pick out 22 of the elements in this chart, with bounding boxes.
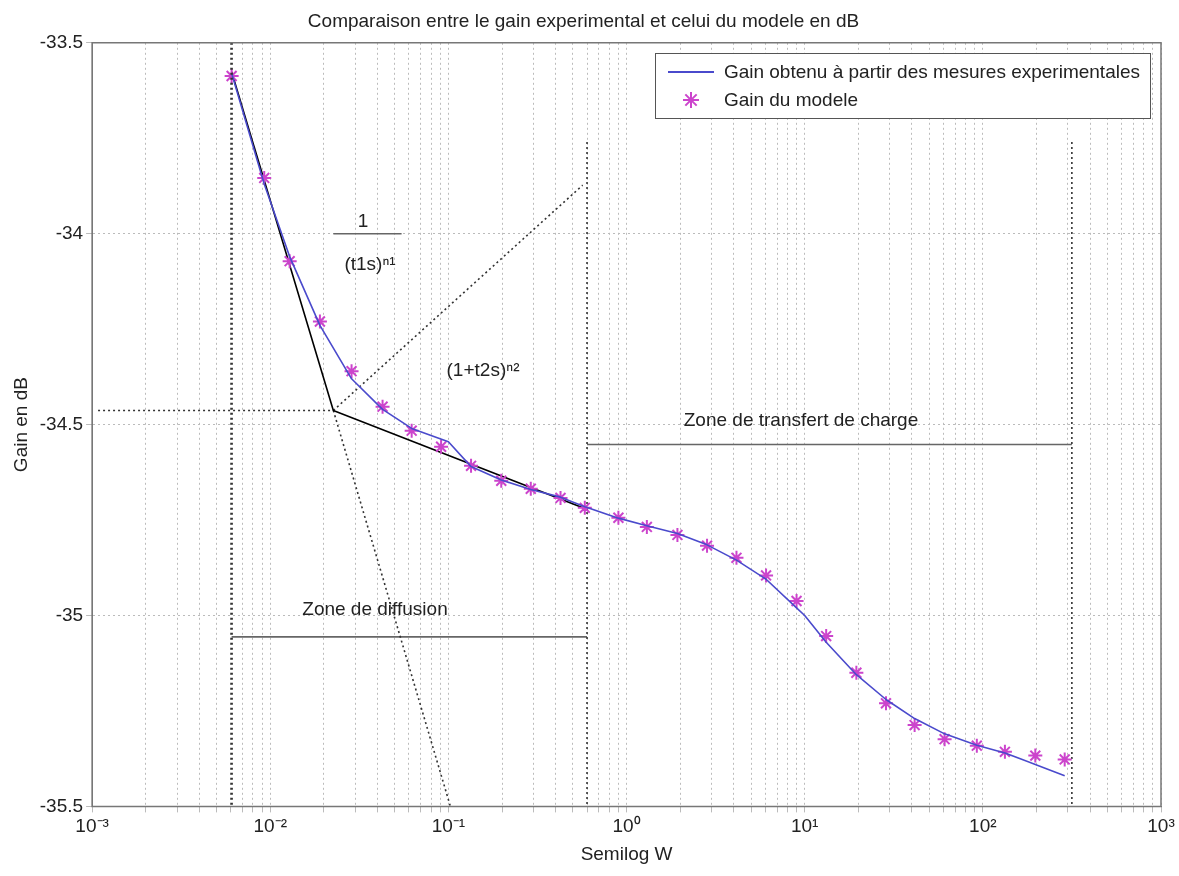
annotation: Zone de diffusion [302, 598, 448, 620]
x-axis-title: Semilog W [580, 842, 673, 864]
y-tick-label: -35.5 [39, 794, 84, 816]
y-tick-label: -34.5 [39, 412, 84, 434]
y-axis-title: Gain en dB [9, 377, 31, 473]
x-tick-label: 10⁰ [612, 815, 641, 837]
x-tick-label: 10⁻¹ [431, 815, 466, 837]
annotation: 1 [357, 210, 369, 232]
y-tick-label: -33.5 [39, 31, 84, 53]
x-tick-label: 10⁻³ [75, 815, 109, 837]
legend-label: Gain obtenu à partir des mesures experimentales [723, 60, 1140, 83]
y-tick-label: -35 [55, 603, 84, 625]
x-tick-label: 10⁻² [253, 815, 287, 837]
y-tick-label: -34 [55, 221, 84, 243]
chart-title: Comparaison entre le gain experimental et celui du modele en dB [307, 9, 860, 31]
annotation: Zone de transfert de charge [683, 409, 919, 431]
x-tick-label: 10² [969, 815, 997, 837]
annotation: (t1s)ⁿ¹ [344, 253, 396, 275]
x-tick-label: 10¹ [790, 815, 819, 837]
legend-label: Gain du modele [723, 88, 859, 111]
x-tick-label: 10³ [1147, 815, 1175, 837]
annotation: (1+t2s)ⁿ² [446, 359, 520, 381]
